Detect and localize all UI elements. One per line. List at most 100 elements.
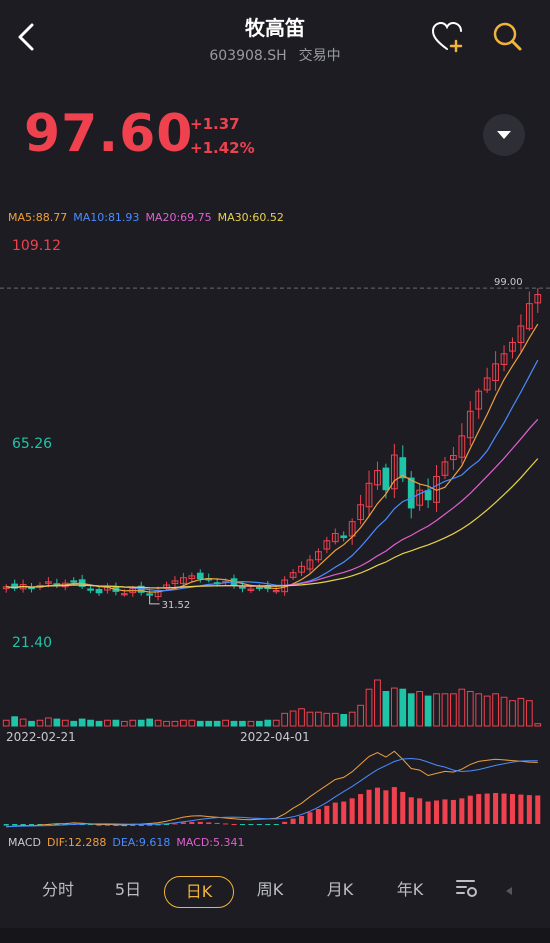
macd-bar xyxy=(434,800,440,824)
stock-subtitle: 603908.SH 交易中 xyxy=(0,45,550,65)
candle-body xyxy=(289,572,297,578)
volume-bar xyxy=(315,711,322,727)
volume-chart[interactable] xyxy=(0,670,550,728)
candle-body xyxy=(492,363,499,382)
date-label-start: 2022-02-21 xyxy=(6,730,76,744)
tab-weekly-k[interactable]: 周K xyxy=(256,880,284,899)
volume-bar xyxy=(154,719,162,727)
macd-bar xyxy=(425,801,431,824)
ma-legend-item: MA30:60.52 xyxy=(217,211,284,224)
macd-bar xyxy=(400,791,406,824)
candle-body xyxy=(146,593,154,596)
volume-bar xyxy=(509,700,516,727)
candle-body xyxy=(424,490,432,501)
macd-bar xyxy=(248,824,254,825)
tab-5day[interactable]: 5日 xyxy=(114,880,142,899)
volume-bar xyxy=(70,720,78,727)
volume-bar xyxy=(78,718,86,727)
macd-bar xyxy=(391,787,397,824)
macd-bar xyxy=(214,822,220,824)
macd-bar xyxy=(307,812,313,824)
volume-bar xyxy=(45,717,52,727)
volume-bar xyxy=(104,719,111,727)
macd-bar xyxy=(206,822,212,824)
candle-body xyxy=(348,521,356,537)
macd-bar xyxy=(535,795,541,824)
ma-legend-item: MA20:69.75 xyxy=(145,211,212,224)
candle-body xyxy=(365,482,373,508)
search-button[interactable] xyxy=(490,20,526,54)
candle-body xyxy=(458,435,466,458)
candle-body xyxy=(534,294,542,304)
volume-bar xyxy=(281,712,289,727)
candle-body xyxy=(239,586,246,589)
macd-bar xyxy=(273,824,279,825)
macd-bar xyxy=(88,824,94,826)
macd-bar xyxy=(383,790,389,824)
date-label-mid: 2022-04-01 xyxy=(240,730,310,744)
macd-bar xyxy=(324,805,330,824)
volume-bar xyxy=(323,712,331,727)
volume-bar xyxy=(357,704,364,727)
volume-bar xyxy=(196,720,204,727)
back-button[interactable] xyxy=(12,20,42,54)
volume-bar xyxy=(450,693,457,727)
min-price-pointer xyxy=(149,595,160,605)
macd-bar xyxy=(54,824,60,825)
change-amount: +1.37 xyxy=(190,115,240,133)
ma-legend-item: MA5:88.77 xyxy=(8,211,68,224)
tab-intraday[interactable]: 分时 xyxy=(41,880,74,899)
add-favorite-button[interactable] xyxy=(430,20,466,54)
page-title: 牧高笛 xyxy=(245,16,305,40)
ma10-line xyxy=(6,359,539,592)
macd-bar xyxy=(197,821,203,824)
search-icon xyxy=(493,22,522,51)
expand-button[interactable] xyxy=(483,114,525,156)
candle-body xyxy=(382,467,390,491)
candle-body xyxy=(525,303,533,330)
tab-daily-k[interactable]: 日K xyxy=(164,876,234,908)
volume-bar xyxy=(180,719,187,727)
scroll-indicator xyxy=(502,882,516,901)
macd-bar xyxy=(155,824,161,826)
settings-list-icon xyxy=(456,880,477,897)
volume-bar xyxy=(171,720,179,727)
volume-bar xyxy=(424,695,432,727)
chart-settings-button[interactable] xyxy=(452,876,482,904)
candle-body xyxy=(483,377,491,391)
volume-bar xyxy=(331,712,339,727)
chevron-left-icon xyxy=(18,23,34,51)
candle-body xyxy=(323,540,331,550)
macd-bar xyxy=(358,794,364,824)
macd-chart[interactable] xyxy=(0,748,550,830)
macd-bar xyxy=(239,824,245,825)
macd-bar xyxy=(374,787,380,824)
candle-body xyxy=(416,489,424,506)
volume-bar xyxy=(247,720,255,727)
volume-bar xyxy=(534,723,542,727)
volume-bar xyxy=(146,718,154,727)
candle-body xyxy=(298,565,305,573)
macd-legend-item: MACD xyxy=(8,836,41,849)
tab-monthly-k[interactable]: 月K xyxy=(326,880,354,899)
macd-bar xyxy=(299,815,305,824)
candlestick-chart[interactable]: 99.00 31.52 xyxy=(0,230,550,660)
macd-bar xyxy=(223,823,229,825)
macd-bar xyxy=(164,824,170,825)
volume-bar xyxy=(239,720,246,727)
volume-bar xyxy=(458,688,466,727)
volume-bar xyxy=(163,720,170,727)
volume-bar xyxy=(289,710,297,727)
tab-yearly-k[interactable]: 年K xyxy=(396,880,424,899)
macd-bar xyxy=(332,802,338,824)
candle-body xyxy=(196,572,204,580)
macd-bar xyxy=(282,821,288,824)
candle-body xyxy=(331,532,339,543)
candle-body xyxy=(399,457,407,479)
candle-body xyxy=(180,577,187,584)
macd-bar xyxy=(290,818,296,824)
macd-bar xyxy=(172,823,178,825)
candle-body xyxy=(247,588,255,591)
volume-bar xyxy=(19,718,27,727)
volume-bar xyxy=(112,719,120,727)
